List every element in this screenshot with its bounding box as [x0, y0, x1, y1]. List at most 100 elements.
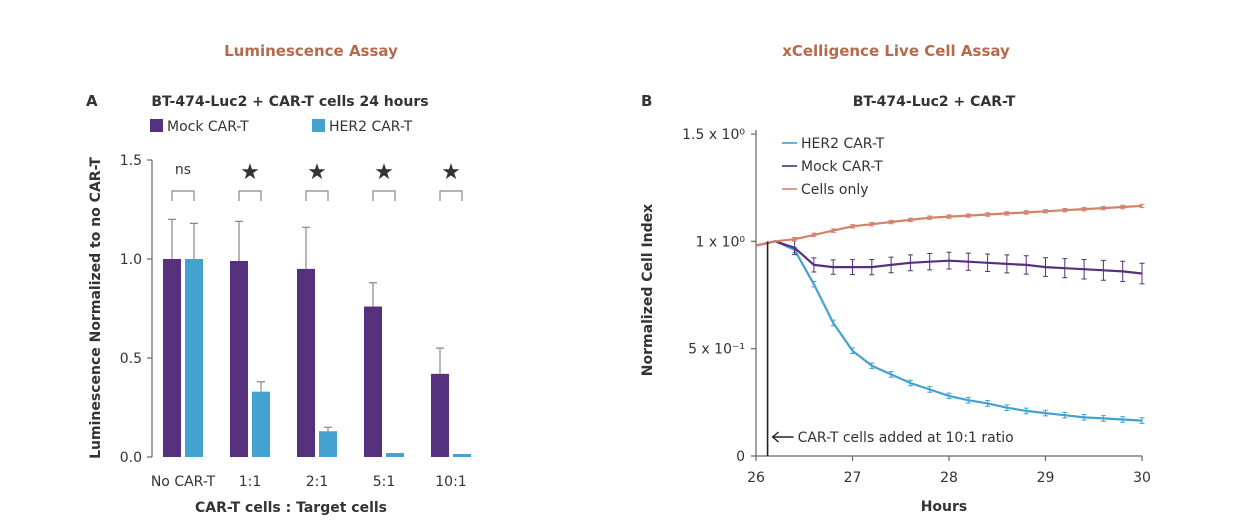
- xcelligence-section-title: xCelligence Live Cell Assay: [782, 42, 1010, 60]
- data-point-cells-only: [1139, 203, 1145, 209]
- data-point-her2: [850, 347, 855, 355]
- data-point-her2: [1081, 414, 1087, 421]
- data-point-mock: [1043, 257, 1048, 277]
- panel-a-x-labels: No CAR-T 1:1 2:1 5:1 10:1: [151, 474, 467, 490]
- error-bar-mock-2: [302, 226, 310, 269]
- data-point-cells-only: [1043, 209, 1048, 214]
- x-tick-label: 28: [940, 470, 958, 486]
- arrow-left-icon: [771, 431, 794, 443]
- series-her2: [755, 240, 1145, 424]
- x-category-label: 1:1: [239, 474, 262, 490]
- panel-b-label: B: [641, 92, 652, 110]
- data-point-her2: [1100, 415, 1106, 422]
- data-point-her2: [811, 280, 817, 288]
- data-point-her2: [1062, 411, 1068, 419]
- bar-her2-0: [185, 259, 203, 457]
- y-tick-label: 5 x 10⁻¹: [688, 342, 745, 358]
- data-point-her2: [965, 396, 971, 404]
- bar-mock-1: [230, 260, 248, 457]
- panel-b-y-axis-title: Normalized Cell Index: [640, 204, 656, 376]
- data-point-her2: [907, 379, 913, 387]
- x-tick-label: 26: [747, 470, 765, 486]
- data-point-mock: [850, 259, 855, 275]
- legend-label-cells-only: Cells only: [801, 182, 869, 198]
- data-point-cells-only: [985, 212, 991, 217]
- significance-bracket: [305, 190, 329, 201]
- significance-star-icon: ★: [441, 160, 461, 185]
- bar-her2-3: [386, 453, 404, 457]
- data-point-cells-only: [869, 221, 875, 227]
- error-bar-mock-4: [436, 347, 444, 374]
- panel-b-x-axis-title: Hours: [921, 499, 968, 515]
- data-point-her2: [869, 362, 875, 370]
- data-point-mock: [888, 256, 894, 274]
- legend-swatch-mock: [150, 119, 163, 132]
- data-point-cells-only: [927, 215, 933, 220]
- data-point-cells-only: [811, 232, 817, 238]
- data-point-mock: [811, 257, 817, 273]
- data-point-her2: [927, 386, 933, 393]
- panel-a-y-ticks: 0.0 0.5 1.0 1.5: [120, 153, 152, 466]
- panel-a-title: BT-474-Luc2 + CAR-T cells 24 hours: [151, 94, 428, 110]
- data-point-cells-only: [965, 213, 971, 218]
- significance-bracket: [238, 190, 262, 201]
- data-point-cells-only: [1004, 211, 1010, 216]
- significance-star-icon: ★: [240, 160, 260, 185]
- series-mock: [755, 240, 1145, 285]
- significance-star-icon: ★: [374, 160, 394, 185]
- panel-a-bars: [163, 259, 471, 457]
- significance-ns-label: ns: [175, 162, 191, 178]
- data-point-cells-only: [850, 224, 855, 229]
- data-point-mock: [1023, 255, 1029, 275]
- data-point-cells-only: [888, 219, 894, 225]
- data-point-mock: [965, 252, 971, 271]
- legend-swatch-her2: [312, 119, 325, 132]
- significance-bracket: [439, 190, 463, 201]
- error-bar-mock-1: [235, 220, 243, 261]
- data-point-mock: [1081, 259, 1087, 280]
- x-tick-label: 27: [844, 470, 862, 486]
- data-point-her2: [946, 392, 952, 400]
- panel-b-title: BT-474-Luc2 + CAR-T: [853, 94, 1016, 110]
- panel-a-label: A: [86, 92, 98, 110]
- car-t-added-annotation: CAR-T cells added at 10:1 ratio: [798, 430, 1014, 446]
- data-point-her2: [830, 319, 836, 327]
- bar-her2-2: [319, 431, 337, 457]
- panel-a-error-bars: [168, 218, 444, 432]
- bar-her2-1: [252, 391, 270, 457]
- data-point-her2: [1120, 416, 1126, 423]
- error-bar-mock-0: [168, 218, 176, 259]
- panel-b-legend: HER2 CAR-T Mock CAR-T Cells only: [782, 136, 885, 198]
- panel-a-significance: ns ★ ★ ★ ★: [171, 160, 463, 201]
- data-point-mock: [1120, 260, 1126, 282]
- y-tick-label: 1 x 10⁰: [695, 234, 745, 250]
- data-point-cells-only: [830, 228, 836, 233]
- x-category-label: 10:1: [435, 474, 466, 490]
- data-point-mock: [1004, 254, 1010, 274]
- error-bar-her2-2: [324, 426, 332, 432]
- panel-b-x-ticks: 26 27 28 29 30: [747, 456, 1151, 486]
- significance-bracket: [372, 190, 396, 201]
- data-point-her2: [985, 400, 991, 407]
- bar-mock-0: [163, 259, 181, 457]
- data-point-mock: [830, 259, 836, 275]
- data-point-mock: [1139, 262, 1145, 285]
- significance-bracket: [171, 190, 195, 201]
- x-tick-label: 29: [1037, 470, 1055, 486]
- data-point-mock: [1062, 258, 1068, 279]
- data-point-mock: [946, 251, 952, 270]
- x-category-label: No CAR-T: [151, 474, 216, 490]
- bar-her2-4: [453, 454, 471, 457]
- y-tick-label: 0.5: [120, 351, 142, 367]
- bar-mock-4: [431, 373, 449, 457]
- panel-a: A BT-474-Luc2 + CAR-T cells 24 hours Moc…: [86, 92, 471, 516]
- series-line-cells-only: [755, 204, 1143, 247]
- y-tick-label: 0.0: [120, 450, 142, 466]
- data-point-cells-only: [946, 214, 952, 219]
- data-point-cells-only: [1100, 205, 1106, 211]
- data-point-mock: [927, 253, 933, 271]
- series-cells-only: [755, 203, 1145, 247]
- legend-label-mock: Mock CAR-T: [167, 119, 249, 135]
- data-point-cells-only: [1023, 210, 1029, 215]
